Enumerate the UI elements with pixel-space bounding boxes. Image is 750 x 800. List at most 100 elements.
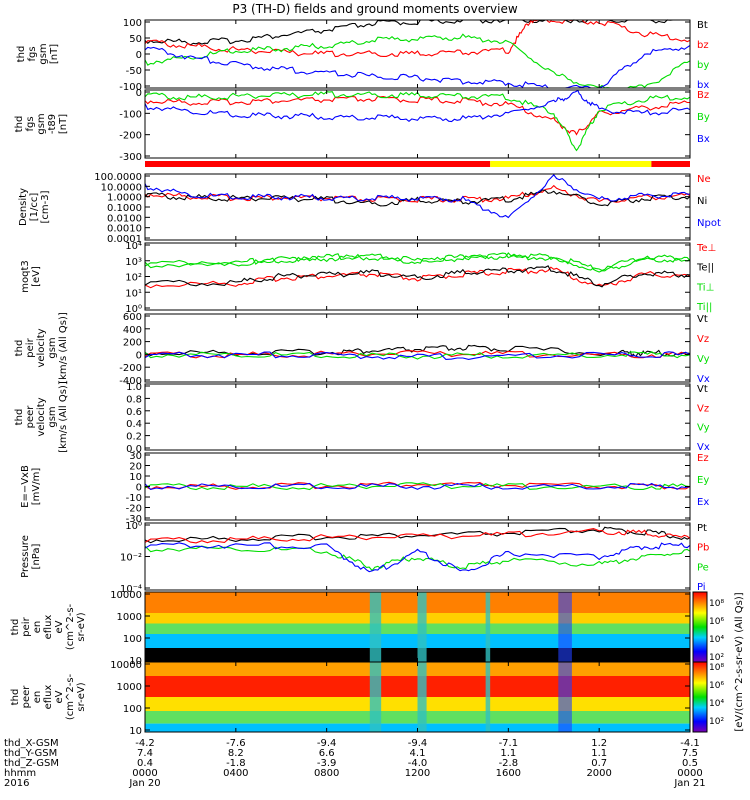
series-line-Ex [144, 482, 691, 491]
ytick-label-fgs-gsm: -100 [119, 82, 142, 93]
legend-fgs-gsm-t89: Bz [697, 90, 709, 101]
ytick-label-peer-spectrogram: 10 [129, 726, 142, 737]
legend-peir-velocity: Vz [697, 334, 709, 345]
ytick-label-temperature: 10² [125, 273, 142, 284]
ytick-label-efield: 30 [129, 451, 142, 462]
ytick-label-temperature: 10¹ [125, 288, 142, 299]
ytick-label-peer-velocity: 0.8 [126, 394, 142, 405]
spectrogram-dip [485, 662, 491, 732]
ytick-label-peer-spectrogram: 100 [123, 704, 142, 715]
xaxis-row-value: 0.5 [682, 758, 698, 769]
colorbar-tick: 10⁸ [709, 663, 724, 673]
ylabel-peer-velocity: thd [14, 409, 25, 426]
legend-peer-velocity: Vt [697, 384, 708, 395]
ytick-label-efield: -20 [126, 504, 142, 515]
ytick-label-peir-velocity: 400 [123, 325, 142, 336]
ytick-label-fgs-gsm-t89: -200 [119, 131, 142, 142]
legend-temperature: Te⊥ [696, 243, 716, 254]
legend-fgs-gsm-t89: By [697, 112, 710, 123]
series-line-by [144, 33, 691, 89]
colorbar-tick: 10² [709, 717, 724, 727]
mode-bar-red [651, 161, 690, 167]
ytick-label-temperature: 10³ [125, 257, 142, 268]
ytick-label-efield: 0 [136, 483, 142, 494]
series-line-Npot [144, 174, 691, 219]
ylabel-peer-velocity: [km/s (All Qs)] [58, 381, 69, 453]
ylabel-density: [cm-3] [40, 190, 51, 223]
ytick-label-efield: -10 [126, 493, 142, 504]
legend-peer-velocity: Vy [697, 423, 710, 434]
xaxis-row-value: 0800 [314, 768, 339, 779]
xaxis-row-value: Jan 20 [128, 778, 160, 789]
ylabel-peir-velocity: gsm [47, 337, 58, 358]
legend-efield: Ex [697, 497, 709, 508]
xaxis-row-value: Jan 21 [673, 778, 705, 789]
ytick-label-peer-velocity: 0.6 [126, 407, 142, 418]
ytick-label-peir-spectrogram: 1000 [117, 612, 142, 623]
ylabel-peer-spectrogram: peer [21, 685, 32, 709]
frames-layer [144, 19, 691, 733]
spectrogram-dip [369, 662, 382, 732]
ylabel-fgs-gsm-t89: gsm [36, 113, 47, 134]
ytick-label-peer-velocity: 1.0 [126, 382, 142, 393]
legend-temperature: Ti|| [696, 302, 712, 313]
series-line-Pi [144, 542, 691, 573]
series-line-Ez [144, 481, 691, 490]
ylabel-peir-velocity: peir [25, 337, 36, 357]
panel-frame-temperature [144, 242, 691, 311]
colorbar-tick: 10⁶ [709, 681, 724, 691]
ytick-label-pressure: 10⁻² [120, 553, 142, 564]
ytick-label-fgs-gsm-t89: -100 [119, 109, 142, 120]
ylabel-peir-velocity: [km/s (All Qs)] [58, 312, 69, 384]
spectrogram-dip [558, 592, 572, 662]
series-line-Bz [144, 95, 690, 136]
xaxis-row-value: -9.4 [408, 738, 428, 749]
ylabel-fgs-gsm-t89: thd [14, 116, 25, 133]
ytick-label-fgs-gsm-t89: 0 [136, 88, 142, 99]
ytick-label-peer-velocity: 0.0 [126, 444, 142, 455]
series-line-Ti⊥ [144, 252, 691, 271]
series-line-Vy [144, 351, 691, 360]
ytick-label-fgs-gsm: 50 [129, 34, 142, 45]
legend-peir-velocity: Vy [697, 354, 710, 365]
ytick-label-efield: -30 [126, 514, 142, 525]
colorbar-tick: 10⁸ [709, 599, 724, 609]
legend-pressure: Pi [697, 582, 706, 593]
xaxis-row-value: 0000 [132, 768, 157, 779]
legend-pressure: Pe [697, 562, 709, 573]
ylabel-peir-velocity: velocity [36, 328, 47, 367]
ytick-label-density: 0.1000 [107, 203, 142, 214]
ytick-label-peer-spectrogram: 1000 [117, 682, 142, 693]
xaxis-row-label: thd_Z-GSM [4, 758, 59, 769]
ylabel-peer-spectrogram: (cm^2-s- [65, 673, 76, 720]
series-line-Ne [144, 184, 691, 203]
ylabel-fgs-gsm-t89: [nT] [58, 114, 69, 134]
xaxis-row-value: -9.4 [317, 738, 337, 749]
ytick-label-fgs-gsm: 100 [123, 18, 142, 29]
xaxis-row-label: 2016 [4, 778, 29, 789]
series-line-Bx [144, 89, 691, 123]
ylabel-pressure: Pressure [20, 535, 31, 578]
colorbar-bottom [692, 661, 708, 733]
ytick-label-fgs-gsm-t89: -300 [119, 152, 142, 163]
series-line-By [144, 91, 691, 152]
ylabel-peer-spectrogram: thd [10, 689, 21, 706]
ylabel-peir-spectrogram: peir [21, 616, 32, 636]
series-line-Pe [144, 545, 691, 572]
panel-frame-density [144, 173, 691, 241]
xaxis-row-value: -7.6 [226, 738, 246, 749]
ytick-label-peer-velocity: 0.2 [126, 432, 142, 443]
ytick-label-density: 100.0000 [94, 172, 142, 183]
xaxis-row-value: -7.1 [499, 738, 519, 749]
ytick-label-density: 0.0010 [107, 224, 142, 235]
mode-bar-yellow [490, 161, 652, 167]
ylabel-peir-velocity: thd [14, 340, 25, 357]
series-line-Pt [144, 526, 691, 544]
ytick-label-density: 0.0100 [107, 213, 142, 224]
ylabel-temperature: moqt3 [20, 260, 31, 293]
ytick-label-density: 10.0000 [101, 182, 142, 193]
panel-frame-peer-velocity [144, 383, 691, 451]
legend-temperature: Ti⊥ [696, 282, 714, 293]
